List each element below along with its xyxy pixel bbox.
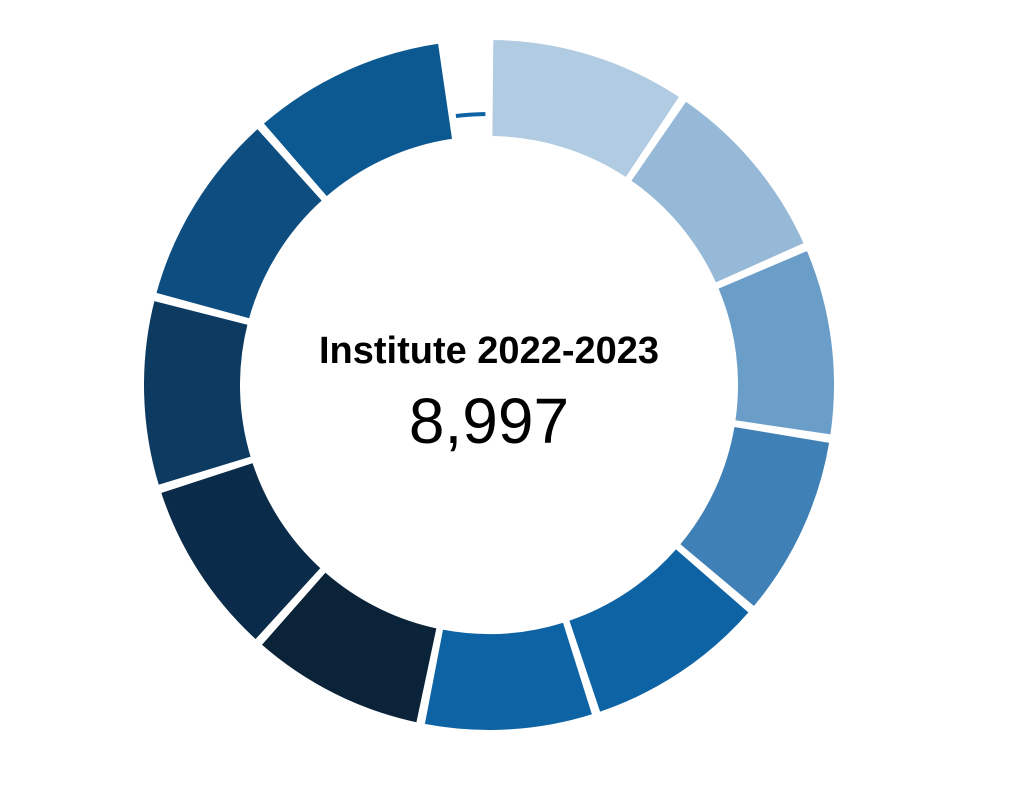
donut-slice <box>490 38 682 180</box>
donut-slice <box>566 546 752 715</box>
donut-slice <box>259 569 439 725</box>
donut-slice <box>715 248 836 437</box>
donut-slice <box>142 298 254 488</box>
donut-slice <box>422 620 595 732</box>
donut-slice <box>677 424 832 609</box>
donut-slice <box>628 99 807 286</box>
donut-slice <box>453 110 488 121</box>
donut-slice <box>158 460 324 642</box>
donut-slice <box>154 126 325 321</box>
center-title: Institute 2022-2023 <box>318 330 660 372</box>
center-total: 8,997 <box>408 385 570 457</box>
donut-slice <box>261 41 455 199</box>
